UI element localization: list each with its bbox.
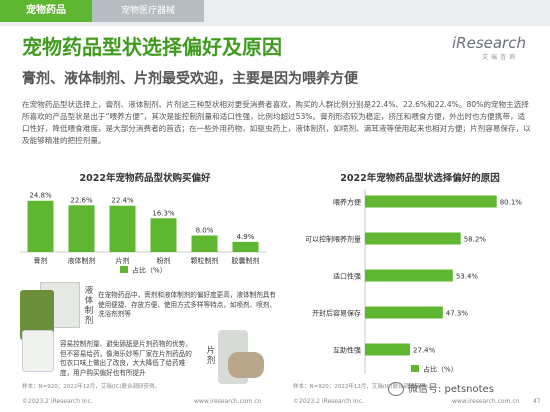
footer-copyright-right: ©2023.2 iResearch Inc. xyxy=(293,398,364,405)
callout-label-tablet: 片剂 xyxy=(206,346,216,366)
bar xyxy=(365,306,443,319)
bar-value-label: 24.8% xyxy=(29,192,52,200)
tablets-image xyxy=(228,352,264,378)
bar-value-label: 58.2% xyxy=(464,236,487,244)
chart-title-right: 2022年宠物药品型状选择偏好的原因 xyxy=(340,173,500,184)
x-tick-label: 胶囊制剂 xyxy=(232,256,260,265)
logo-main-text: iResearch xyxy=(452,34,526,52)
x-tick-label: 粉剂 xyxy=(157,256,171,265)
bar-value-label: 22.6% xyxy=(70,196,93,204)
bar-chart-right: 80.1% 喂养方便 58.2% 可以控制喂养剂量 53.4% 适口性强 47.3% 开封后容… xyxy=(305,189,523,374)
bar xyxy=(109,205,136,252)
y-tick-label: 互助性强 xyxy=(333,346,361,355)
bar-value-label: 80.1% xyxy=(500,199,523,207)
bar xyxy=(365,232,461,245)
bar xyxy=(365,343,411,356)
page-subtitle: 膏剂、液体制剂、片剂最受欢迎，主要是因为喂养方便 xyxy=(22,71,358,87)
bar xyxy=(191,235,218,252)
callout-text-tablet: 容易控制剂量、避免舔舐是片剂药物的优势，但不容易给药，像海乐妙等厂家在片剂药品的… xyxy=(60,340,192,377)
x-tick-label: 液体制剂 xyxy=(68,256,96,265)
legend-label: 占比（%） xyxy=(423,365,458,374)
bar-value-label: 22.4% xyxy=(111,197,134,205)
tablet-bottle-image xyxy=(22,330,54,372)
bar-value-label: 27.4% xyxy=(413,347,436,355)
logo-sub-text: 艾瑞咨询 xyxy=(482,54,519,61)
wechat-icon xyxy=(388,382,404,396)
bar-chart-left: 24.8% 膏剂 22.6% 液体制剂 22.4% 片剂 16.3% 粉剂 8.0% 颗粒制剂 4.… xyxy=(20,192,266,275)
legend-swatch xyxy=(411,365,419,372)
y-tick-label: 可以控制喂养剂量 xyxy=(305,235,361,244)
bar xyxy=(365,269,453,282)
wechat-text: 微信号: petsnotes xyxy=(408,384,494,395)
footer-url-left[interactable]: www.iresearch.com.cn xyxy=(194,398,262,405)
bar-value-label: 47.3% xyxy=(446,310,469,318)
intro-paragraph: 在宠物药品型状选择上，膏剂、液体制剂、片剂这三种型状相对更受消费者喜欢，购买的人… xyxy=(22,100,531,145)
bar-value-label: 53.4% xyxy=(456,273,479,281)
x-tick-label: 片剂 xyxy=(116,256,130,265)
x-tick-label: 颗粒制剂 xyxy=(191,256,219,265)
legend-swatch xyxy=(120,266,128,273)
legend-label: 占比（%） xyxy=(132,266,167,275)
callout-label-liquid: 液体制剂 xyxy=(84,286,94,326)
bar xyxy=(232,241,259,252)
footer-copyright-left: ©2023.2 iResearch Inc. xyxy=(22,398,93,405)
iresearch-logo: iResearch 艾瑞咨询 xyxy=(452,34,542,64)
callout-text-liquid: 在宠物药品中，膏剂和液体制剂的偏好度更高，液体制剂具有使用便捷、存放方便、使用方… xyxy=(98,291,277,318)
bar xyxy=(150,218,177,252)
bar-value-label: 8.0% xyxy=(196,226,214,234)
bar-value-label: 16.3% xyxy=(152,209,175,217)
chart-title-left: 2022年宠物药品型状购买偏好 xyxy=(79,173,211,184)
x-tick-label: 膏剂 xyxy=(34,256,48,265)
tab-pet-medicine[interactable]: 宠物药品 xyxy=(0,0,92,22)
y-tick-label: 喂养方便 xyxy=(333,198,361,207)
source-note-right: 样本：N=920；2022年12月，艾瑞(IC)联合调研获得。 xyxy=(293,384,431,390)
page-number: 47 xyxy=(533,398,541,405)
footer-url-right[interactable]: www.iresearch.com.cn xyxy=(452,398,520,405)
y-tick-label: 开封后容易保存 xyxy=(312,309,361,318)
page-title: 宠物药品型状选择偏好及原因 xyxy=(22,35,282,59)
source-note-left: 样本：N=920；2022年12月，艾瑞(IC)联合调研获得。 xyxy=(22,384,160,390)
bar xyxy=(27,200,54,252)
bar xyxy=(68,205,95,252)
wechat-watermark: 微信号: petsnotes xyxy=(388,380,494,396)
y-tick-label: 适口性强 xyxy=(333,272,361,281)
tab-pet-medical-devices[interactable]: 宠物医疗器械 xyxy=(92,0,204,22)
bar-value-label: 4.9% xyxy=(237,233,255,241)
bar xyxy=(365,195,497,208)
